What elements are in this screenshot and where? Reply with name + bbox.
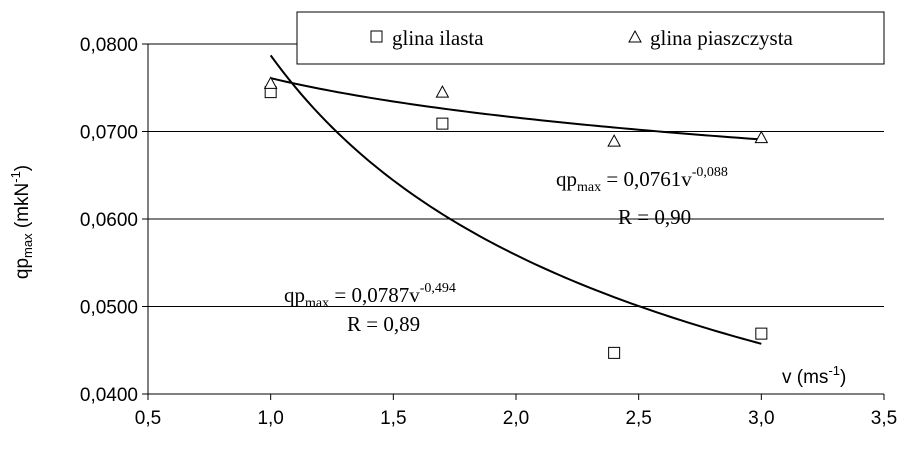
legend-label-glina-piaszczysta: glina piaszczysta <box>650 26 794 50</box>
point-glina-piaszczysta <box>754 130 769 144</box>
trend-lines <box>269 54 762 345</box>
x-tick-label: 2,5 <box>625 408 651 429</box>
point-glina-piaszczysta <box>263 76 278 89</box>
gridlines <box>148 43 884 307</box>
trend-line-glina-ilasta <box>269 54 762 345</box>
x-tick-label: 3,0 <box>748 408 774 429</box>
point-glina-ilasta <box>608 346 621 359</box>
y-tick-label: 0,0700 <box>80 123 138 144</box>
legend-box <box>296 11 885 65</box>
point-glina-piaszczysta <box>435 85 450 98</box>
point-glina-ilasta <box>755 327 768 340</box>
x-tick-label: 2,0 <box>503 408 529 429</box>
legend: glina ilasta glina piaszczysta <box>296 11 885 65</box>
y-tick-label: 0,0600 <box>80 210 138 231</box>
point-glina-ilasta <box>436 117 449 130</box>
x-tick-label: 1,0 <box>257 408 283 429</box>
r-value-glina-ilasta: R = 0,89 <box>347 312 420 336</box>
legend-marker-square <box>370 30 383 43</box>
x-tick-label: 0,5 <box>135 408 161 429</box>
x-ticks: 0,5 1,0 1,5 2,0 2,5 3,0 3,5 <box>135 394 897 429</box>
x-axis-title: v (ms-1) <box>782 363 846 388</box>
y-axis-title: qpmax (mkN-1) <box>8 165 35 279</box>
data-points <box>263 76 769 359</box>
y-ticks: 0,0400 0,0500 0,0600 0,0700 0,0800 <box>80 35 148 406</box>
x-tick-label: 3,5 <box>871 408 897 429</box>
equation-glina-ilasta: qpmax = 0,0787v-0,494 <box>284 281 456 311</box>
y-tick-label: 0,0400 <box>80 385 138 406</box>
y-tick-label: 0,0500 <box>80 298 138 319</box>
trend-line-glina-piaszczysta <box>270 77 762 141</box>
r-value-glina-piaszczysta: R = 0,90 <box>618 205 691 229</box>
y-tick-label: 0,0800 <box>80 35 138 56</box>
equation-glina-piaszczysta: qpmax = 0,0761v-0,088 <box>556 165 728 195</box>
x-tick-label: 1,5 <box>380 408 406 429</box>
legend-marker-triangle <box>628 29 642 43</box>
legend-label-glina-ilasta: glina ilasta <box>392 26 484 50</box>
point-glina-piaszczysta <box>607 134 621 147</box>
